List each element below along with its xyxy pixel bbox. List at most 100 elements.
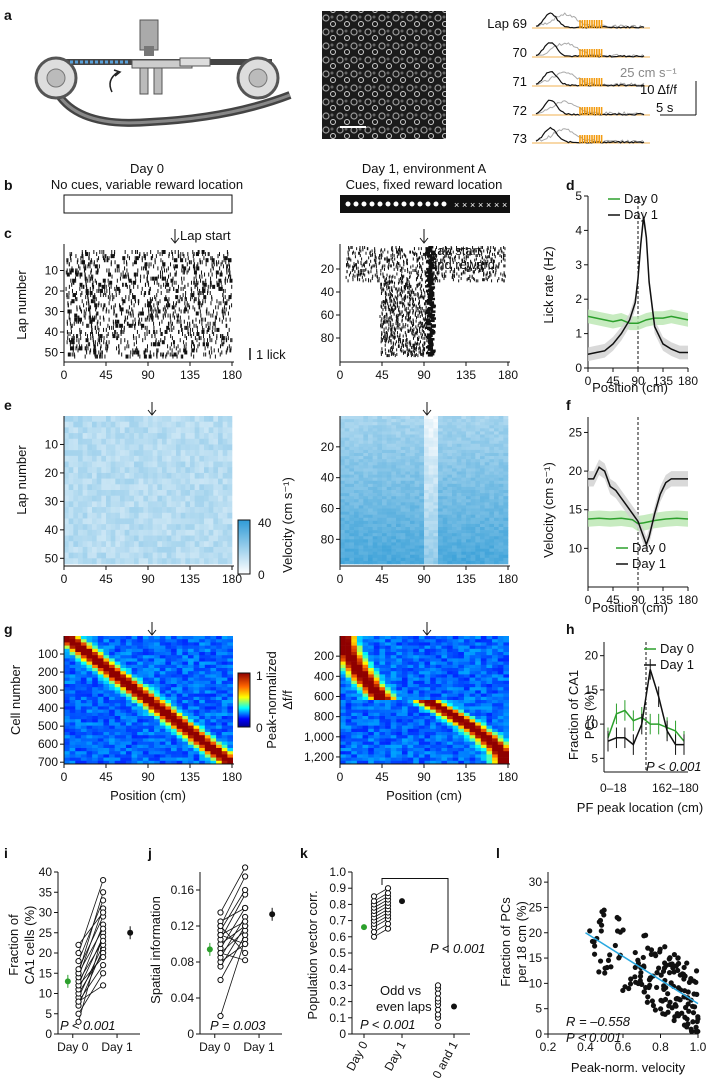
velocity-cell [129,512,135,519]
velocity-cell [124,472,130,479]
velocity-cell [78,495,83,502]
velocity-cell [391,416,397,420]
velocity-cell [447,434,453,438]
velocity-cell [442,496,448,500]
panel-b: b Day 0 No cues, variable reward locatio… [4,161,510,214]
velocity-cell [484,428,490,432]
x-tick-label: 45 [99,368,113,382]
velocity-cell [143,427,149,434]
velocity-cell [194,433,200,440]
velocity-cell [148,541,153,548]
velocity-cell [129,529,135,536]
velocity-cell [180,541,186,548]
velocity-cell [87,495,93,502]
velocity-cell [452,493,457,497]
velocity-cell [358,459,364,463]
velocity-cell [363,502,369,506]
x-tick-label: 0 [337,368,344,382]
velocity-cell [92,450,97,457]
velocity-cell [176,507,181,514]
two-photon-image [322,11,446,139]
velocity-cell [354,431,359,435]
velocity-cell [96,416,102,422]
reward-lick-block [428,308,434,311]
velocity-cell [349,493,355,497]
velocity-cell [368,493,373,497]
velocity-cell [461,474,467,478]
velocity-cell [176,490,181,496]
velocity-cell [489,443,495,448]
reward-lick-block [429,278,435,281]
velocity-cell [157,529,163,536]
velocity-cell [452,428,457,432]
velocity-cell [494,502,499,506]
velocity-cell [503,496,509,500]
velocity-cell [166,421,172,428]
velocity-cell [73,450,79,457]
velocity-cell [106,529,111,536]
velocity-cell [400,422,406,426]
velocity-cell [194,507,200,514]
velocity-cell [124,518,130,525]
velocity-cell [148,444,153,451]
velocity-cell [391,425,397,429]
velocity-cell [475,437,481,441]
velocity-cell [148,478,153,485]
velocity-cell [461,468,467,472]
velocity-cell [410,459,415,463]
velocity-cell [400,493,406,497]
velocity-cell [433,419,439,423]
velocity-cell [461,437,467,441]
velocity-cell [414,456,420,460]
velocity-cell [115,507,121,514]
velocity-cell [428,465,434,469]
velocity-cell [208,472,214,479]
velocity-cell [120,512,125,519]
velocity-cell [475,416,481,420]
velocity-cell [82,512,88,519]
velocity-cell [208,433,214,440]
y-tick-label: 30 [45,305,59,319]
velocity-cell [470,468,476,472]
velocity-cell [456,490,462,494]
velocity-cell [180,484,186,491]
velocity-cell [377,465,383,469]
velocity-cell [204,507,209,514]
velocity-cell [456,443,462,448]
velocity-cell [484,416,490,420]
velocity-cell [433,425,439,429]
velocity-cell [489,431,495,435]
velocity-cell [503,505,509,509]
velocity-cell [396,471,401,475]
velocity-cell [349,428,355,432]
velocity-cell [157,541,163,548]
panel-e-letter: e [4,397,12,413]
velocity-cell [227,467,233,474]
velocity-cell [129,444,135,451]
velocity-cell [452,505,457,509]
velocity-cell [433,416,439,420]
velocity-cell [208,552,214,559]
velocity-cell [447,416,453,420]
velocity-cell [400,440,406,445]
velocity-cell [372,428,378,432]
velocity-cell [456,428,462,432]
velocity-cell [92,552,97,559]
series-line-day-1 [587,216,688,355]
velocity-cell [424,490,429,494]
velocity-cell [64,552,69,559]
velocity-cell [442,434,448,438]
velocity-cell [162,478,167,485]
velocity-cell [213,495,219,502]
velocity-cell [92,501,97,508]
velocity-cell [382,453,387,457]
velocity-cell [372,440,378,445]
velocity-cell [447,431,453,435]
velocity-cell [494,440,499,445]
velocity-cell [498,443,504,448]
velocity-cell [494,422,499,426]
velocity-cell [396,419,401,423]
velocity-cell [148,524,153,531]
velocity-cell [340,446,345,451]
